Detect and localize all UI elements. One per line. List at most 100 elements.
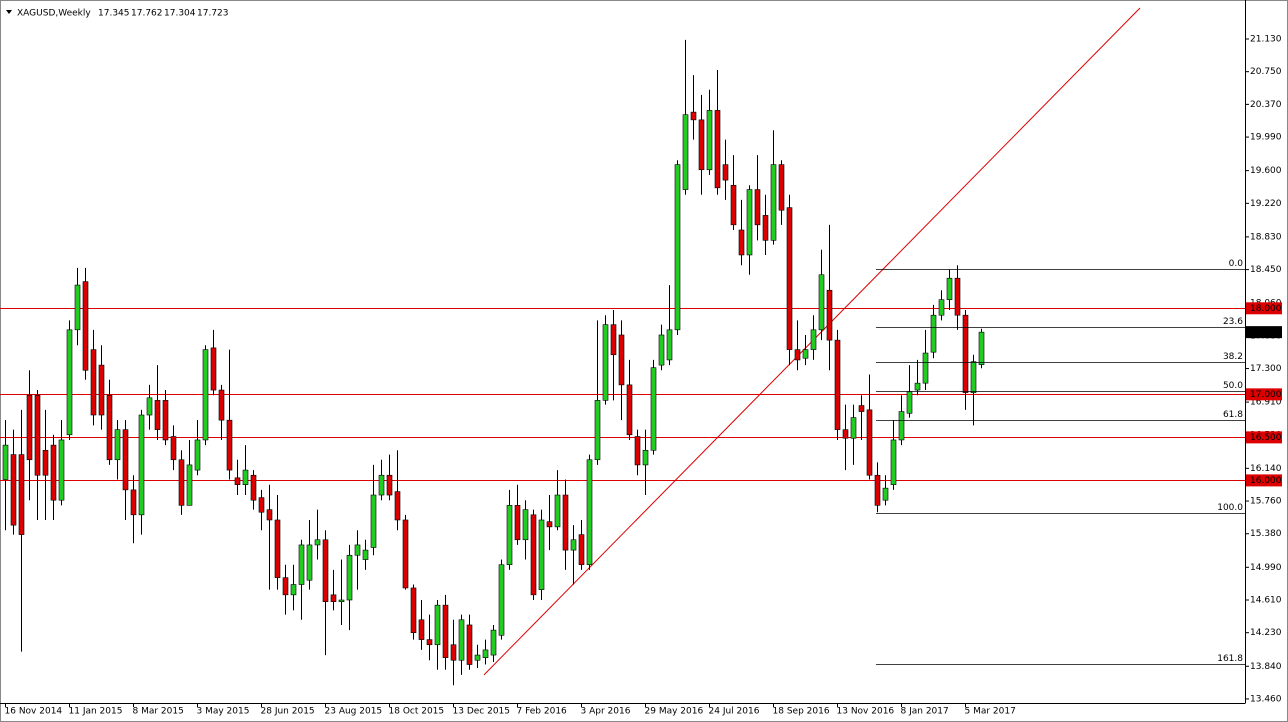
candle-body (658, 334, 665, 366)
candle-body (746, 189, 753, 256)
fib-label: 161.8 (1217, 654, 1243, 664)
candle-body (954, 277, 961, 316)
x-tick-label: 3 Apr 2016 (581, 707, 631, 717)
candle-body (802, 349, 809, 359)
x-tick-label: 7 Feb 2016 (517, 707, 568, 717)
candle-body (210, 347, 217, 391)
candle-body (490, 629, 497, 656)
candle-body (402, 519, 409, 589)
candle-body (938, 299, 945, 316)
candle-body (298, 544, 305, 585)
candle-body (594, 400, 601, 461)
fib-label: 23.6 (1223, 317, 1243, 327)
x-tick-label: 18 Oct 2015 (389, 707, 445, 717)
candle-body (234, 477, 241, 486)
candle-body (922, 352, 929, 384)
x-tick-label: 29 May 2016 (645, 707, 704, 717)
candle-body (514, 505, 521, 541)
fib-label: 50.0 (1223, 381, 1243, 391)
x-tick-label: 8 Mar 2015 (133, 707, 184, 717)
candle-body (434, 604, 441, 646)
candle-body (666, 329, 673, 361)
candle-body (738, 229, 745, 256)
candle-body (50, 444, 57, 501)
candle-body (634, 436, 641, 466)
candle-body (674, 164, 681, 331)
candle-body (346, 554, 353, 601)
level-price-box (1246, 388, 1282, 401)
candle-body (786, 207, 793, 350)
candle-body (178, 459, 185, 506)
candle-body (706, 110, 713, 171)
candle-body (370, 494, 377, 548)
candle-body (154, 400, 161, 430)
candle-body (82, 281, 89, 371)
candle-body (962, 314, 969, 393)
candle-body (722, 164, 729, 181)
y-tick-label: 18.830 (1250, 232, 1282, 242)
candle-body (250, 474, 257, 501)
candle-body (474, 654, 481, 661)
x-tick-label: 8 Jan 2017 (901, 707, 949, 717)
y-tick-label: 20.370 (1250, 100, 1282, 110)
y-tick-label: 19.220 (1250, 199, 1282, 209)
level-price-box (1246, 302, 1282, 315)
candle-body (482, 649, 489, 658)
x-tick-label: 23 Aug 2015 (325, 707, 383, 717)
candle-body (450, 644, 457, 661)
candle-body (106, 394, 113, 461)
candle-body (114, 429, 121, 461)
y-tick-label: 14.990 (1250, 563, 1282, 573)
candle-body (42, 449, 49, 476)
menu-arrow (6, 10, 12, 14)
candle-body (978, 331, 985, 365)
current-price-label: 17.723 (1250, 328, 1282, 338)
candle-body (906, 391, 913, 414)
candle-body (858, 405, 865, 412)
y-tick-label: 16.140 (1250, 464, 1282, 474)
x-tick-label: 28 Jun 2015 (261, 707, 315, 717)
candle-body (458, 619, 465, 661)
y-tick-label: 21.130 (1250, 34, 1282, 44)
candle-body (130, 489, 137, 516)
candle-body (602, 324, 609, 401)
candle-body (842, 429, 849, 439)
x-tick-label: 16 Nov 2014 (5, 707, 63, 717)
candle-body (570, 539, 577, 551)
candle-body (26, 394, 33, 461)
fib-label: 61.8 (1223, 410, 1243, 420)
candle-body (274, 519, 281, 578)
level-price-box (1246, 431, 1282, 444)
x-tick-label: 3 May 2015 (197, 707, 250, 717)
y-tick-label: 17.300 (1250, 364, 1282, 374)
candle-body (282, 577, 289, 596)
candle-body (242, 469, 249, 485)
candle-body (618, 334, 625, 386)
candle-body (34, 394, 41, 476)
candle-body (810, 329, 817, 350)
candle-body (778, 164, 785, 211)
candle-body (442, 604, 449, 658)
candle-body (138, 414, 145, 516)
title-high: 17.762 (131, 9, 163, 19)
candle-body (290, 584, 297, 596)
y-tick-label: 14.610 (1250, 596, 1282, 606)
candle-body (170, 436, 177, 461)
candle-body (194, 439, 201, 471)
candle-body (74, 284, 81, 331)
candle-body (426, 639, 433, 646)
candle-body (306, 544, 313, 581)
candle-body (914, 382, 921, 391)
candle-body (826, 289, 833, 341)
candle-body (266, 509, 273, 521)
y-tick-label: 19.600 (1250, 166, 1282, 176)
candle-body (762, 215, 769, 241)
fib-label: 38.2 (1223, 352, 1243, 362)
candle-body (362, 549, 369, 560)
candle-body (770, 164, 777, 241)
y-tick-label: 13.460 (1250, 694, 1282, 704)
candle-body (866, 409, 873, 476)
candle-body (226, 419, 233, 471)
y-tick-label: 16.910 (1250, 398, 1282, 408)
